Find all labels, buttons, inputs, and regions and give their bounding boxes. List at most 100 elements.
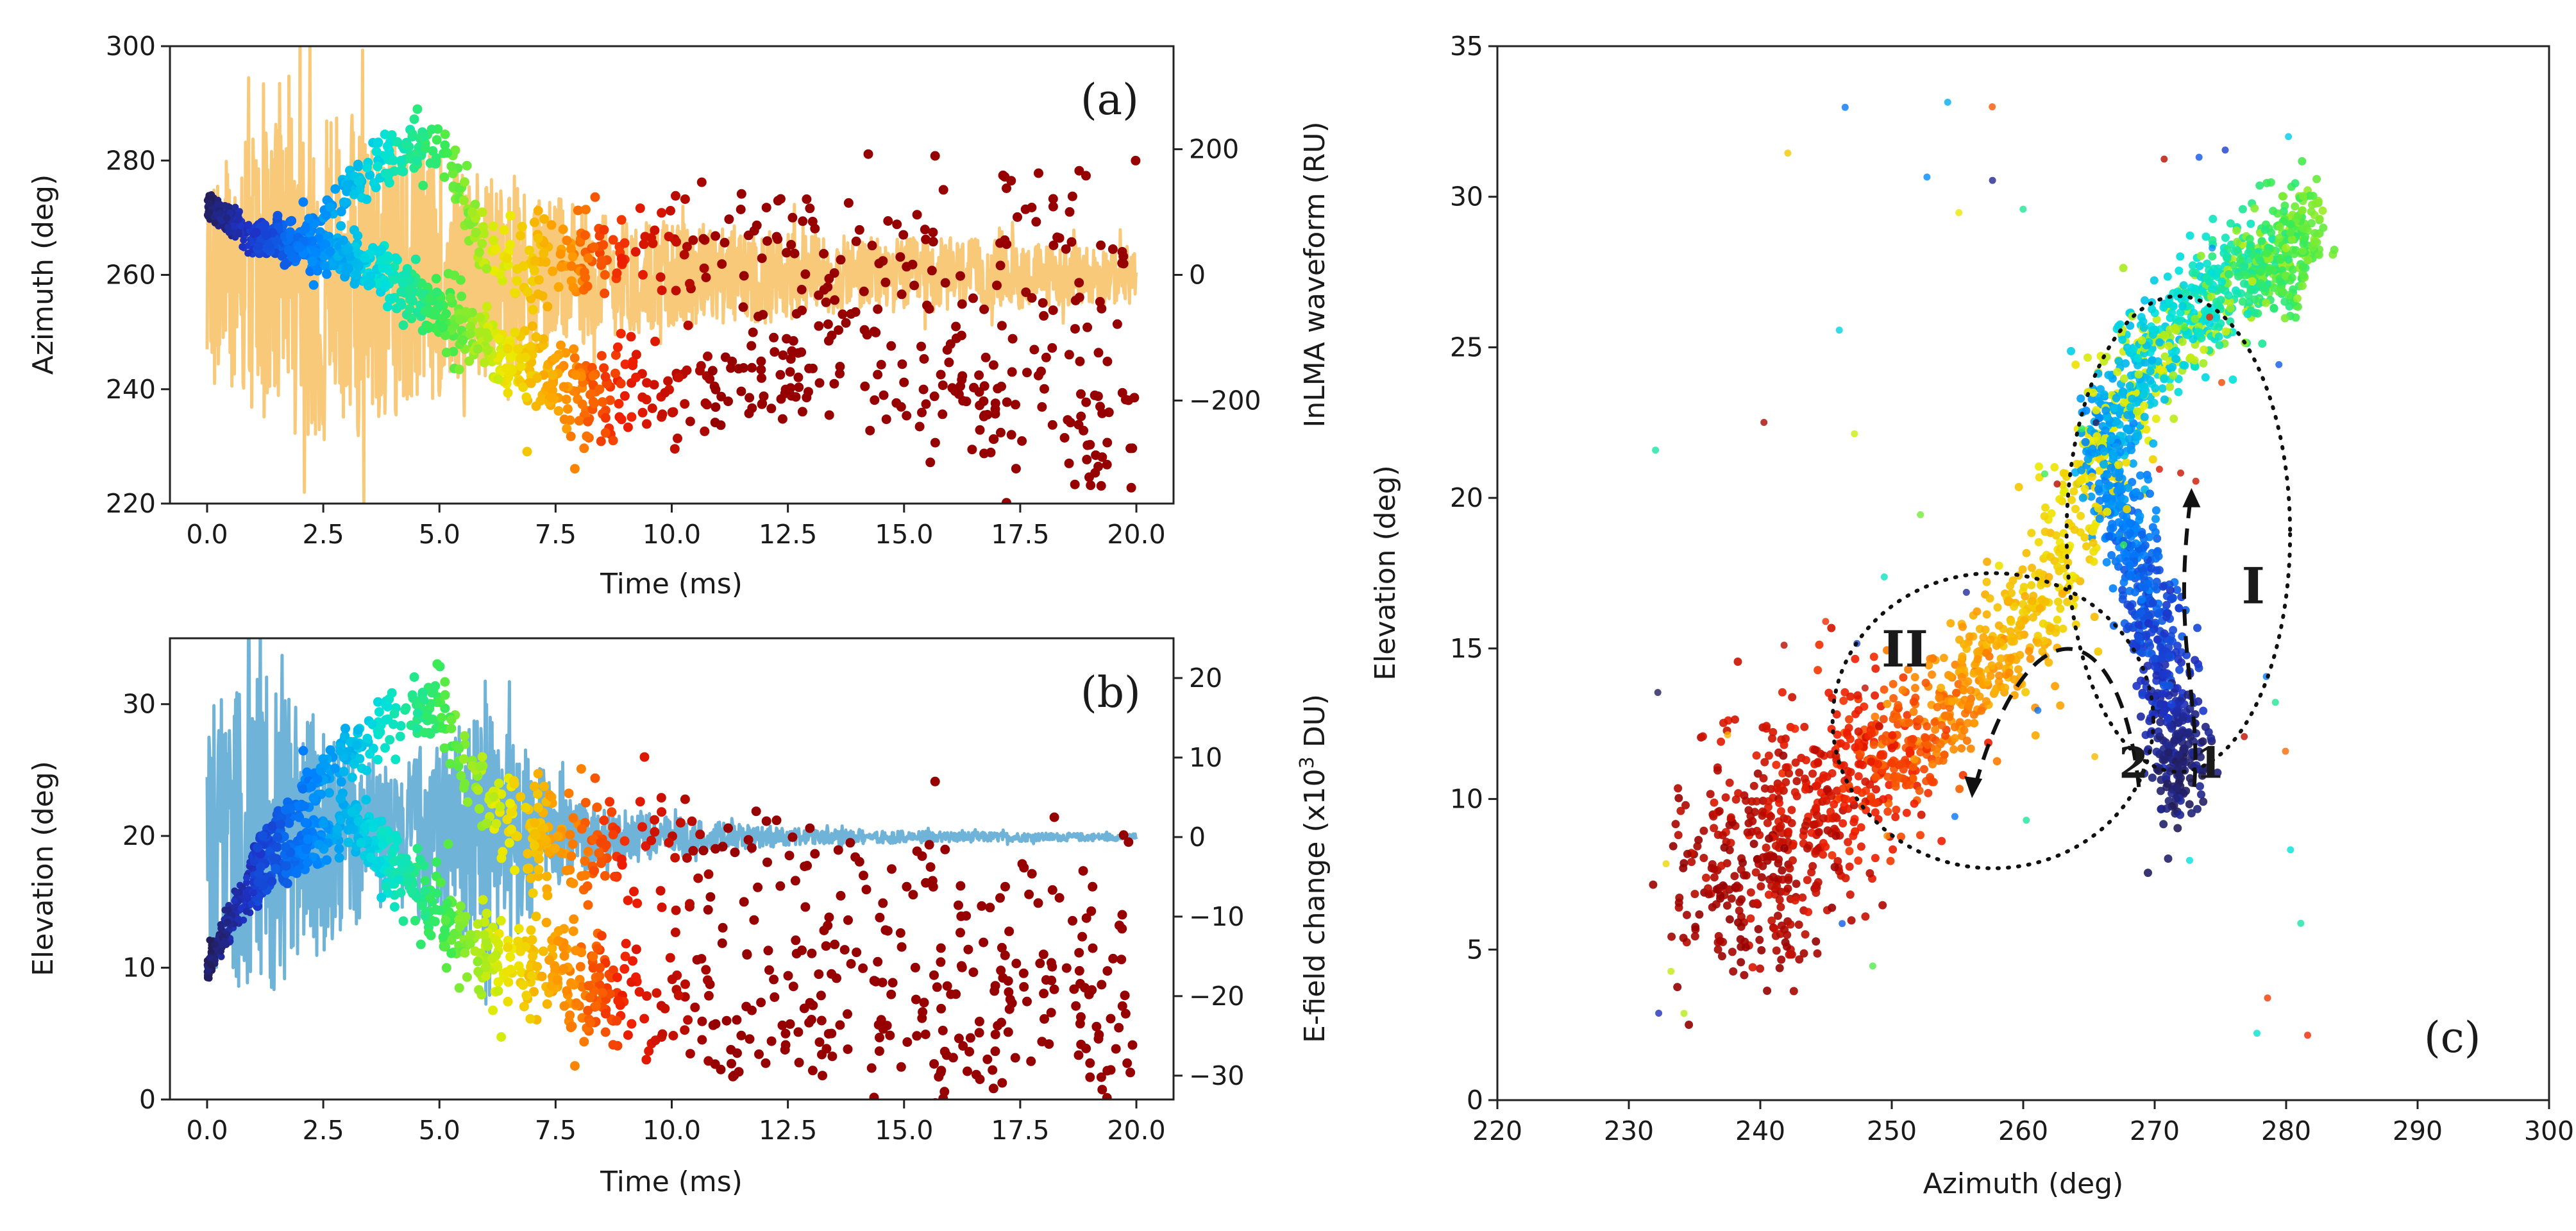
data-point <box>1985 594 1994 603</box>
data-point <box>859 286 869 296</box>
data-point <box>2238 205 2247 214</box>
data-point <box>610 872 619 881</box>
data-point <box>325 745 335 755</box>
data-point <box>2199 797 2208 806</box>
data-point <box>1004 1004 1014 1014</box>
data-point <box>1120 1008 1131 1019</box>
data-point <box>1949 745 1958 754</box>
data-point <box>412 708 423 718</box>
data-point <box>321 210 332 221</box>
data-point <box>568 813 578 823</box>
data-point <box>244 250 252 257</box>
panel-b: 0.0 2.5 5.0 7.5 10.0 12.5 15.0 17.5 20.0 0102030… <box>27 637 1331 1198</box>
data-point <box>541 917 551 928</box>
data-point <box>559 361 569 371</box>
data-point <box>530 217 539 228</box>
data-point <box>2153 534 2162 543</box>
data-point <box>2226 304 2235 313</box>
data-point <box>441 348 451 357</box>
data-point <box>1102 459 1112 470</box>
data-point <box>1002 498 1011 504</box>
data-point <box>2034 462 2043 471</box>
data-point <box>2102 558 2111 566</box>
data-point <box>807 948 817 958</box>
data-point <box>386 293 396 303</box>
data-point <box>1719 718 1728 727</box>
data-point <box>1854 727 1863 736</box>
data-point <box>561 865 571 876</box>
data-point <box>680 794 690 804</box>
data-point <box>489 266 500 276</box>
data-point <box>431 273 441 284</box>
data-point <box>579 443 589 454</box>
data-point <box>1125 1067 1136 1078</box>
data-point <box>2208 252 2217 261</box>
data-point <box>1037 402 1047 412</box>
data-point <box>559 942 569 953</box>
data-point <box>876 1015 886 1025</box>
data-point <box>2229 261 2237 270</box>
data-point <box>902 1037 913 1047</box>
data-point <box>1924 788 1933 797</box>
data-point <box>1880 685 1889 694</box>
data-point <box>564 788 574 799</box>
data-point <box>749 226 759 236</box>
data-point <box>810 849 820 859</box>
data-point <box>432 888 442 898</box>
data-point <box>701 273 711 282</box>
data-point <box>673 433 682 443</box>
data-point <box>1764 797 1773 806</box>
data-point <box>351 269 362 280</box>
data-point <box>1871 712 1880 721</box>
data-point <box>1081 1185 1090 1194</box>
data-point <box>528 305 538 315</box>
x-tick-label: 15.0 <box>875 519 933 550</box>
data-point <box>799 1003 809 1014</box>
data-point <box>407 314 417 323</box>
data-point <box>339 197 349 207</box>
data-point <box>650 827 660 837</box>
data-point <box>930 437 940 448</box>
data-point <box>1957 744 1966 753</box>
data-point <box>1946 672 1955 681</box>
data-point <box>1788 693 1797 702</box>
data-point <box>1844 838 1853 847</box>
data-point <box>516 230 526 241</box>
data-point <box>1795 955 1804 964</box>
data-point <box>353 231 363 241</box>
data-point <box>846 959 856 969</box>
data-point <box>1760 758 1769 767</box>
data-point <box>914 421 925 432</box>
data-point <box>936 1065 947 1076</box>
data-point <box>2303 255 2312 264</box>
data-point <box>2051 682 2060 691</box>
data-point <box>2118 335 2127 344</box>
data-point <box>2257 237 2266 246</box>
data-point <box>283 245 294 255</box>
data-point <box>1792 777 1801 786</box>
data-point <box>739 897 749 907</box>
data-point <box>711 1019 721 1029</box>
data-point <box>583 847 593 857</box>
data-point <box>585 992 595 1003</box>
data-point <box>418 180 428 191</box>
data-point <box>1027 293 1037 303</box>
data-point <box>520 942 530 952</box>
data-point <box>1047 420 1057 430</box>
data-point <box>477 239 487 249</box>
panel-a-x-label: Time (ms) <box>600 568 743 600</box>
data-point <box>559 951 569 961</box>
data-point <box>680 979 690 989</box>
data-point <box>1845 847 1854 856</box>
data-point <box>874 1046 884 1057</box>
data-point <box>2050 463 2059 471</box>
data-point <box>608 436 618 446</box>
data-point <box>930 151 940 161</box>
data-point <box>819 285 829 295</box>
x-tick-label: 5.0 <box>419 519 460 550</box>
data-point <box>854 225 864 235</box>
data-point <box>1019 863 1029 873</box>
data-point <box>829 378 839 389</box>
data-point <box>668 1031 678 1040</box>
data-point <box>1096 1072 1106 1082</box>
